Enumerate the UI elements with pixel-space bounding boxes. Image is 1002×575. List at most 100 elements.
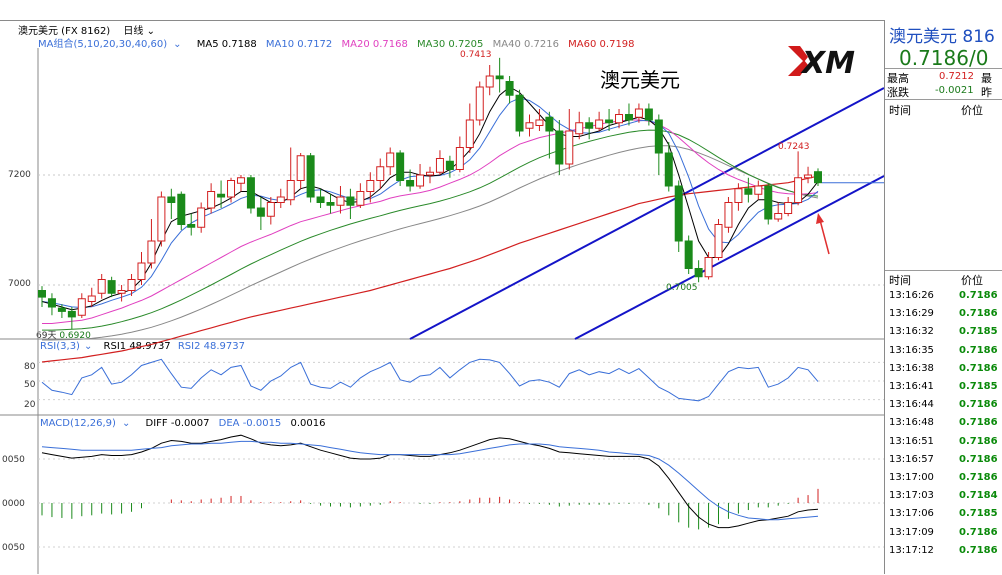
channel-lower-line: [574, 175, 884, 340]
ma30-line: [42, 129, 819, 331]
right-label-2: 昨: [981, 86, 992, 99]
logo-text: XM: [800, 46, 855, 80]
candle-body: [366, 180, 375, 192]
chart-toolbar: 澳元美元 (FX 8162) 日线 ⌄: [18, 22, 155, 37]
rsi2-label: RSI2 48.9737: [177, 341, 245, 352]
candle-body: [416, 174, 425, 187]
ma5-label: MA5 0.7188: [196, 39, 257, 50]
macd-value-label: 0.0016: [290, 418, 326, 429]
candle-body: [525, 122, 534, 129]
candle-body: [326, 202, 335, 206]
candle-body: [615, 114, 624, 124]
ma40-line: [42, 145, 819, 341]
candle-body: [674, 185, 683, 242]
candle-body: [266, 202, 275, 217]
candle-body: [38, 290, 46, 298]
candle-body: [624, 114, 633, 121]
period-selector[interactable]: 日线 ⌄: [123, 26, 155, 37]
candle-body: [654, 119, 663, 154]
tick-time: 13:16:32: [889, 326, 934, 338]
ma-group-selector[interactable]: MA组合(5,10,20,30,40,60) ⌄: [38, 39, 188, 50]
candle-body: [187, 224, 196, 228]
time-column-header: 时间: [889, 104, 911, 117]
candle-body: [396, 152, 405, 181]
candle-body: [67, 310, 76, 318]
macd-tick-label: 0050: [2, 543, 25, 553]
tick-price: 0.7186: [959, 308, 998, 320]
tick-time: 13:16:26: [889, 290, 934, 301]
candle-body: [475, 86, 484, 121]
tick-price: 0.7186: [959, 290, 998, 301]
quote-price: 0.7186/0: [899, 46, 989, 70]
left-low-annotation: 69天 0.6920: [36, 328, 91, 341]
rsi-group-selector[interactable]: RSI(3,3) ⌄: [40, 341, 96, 352]
candle-body: [515, 94, 524, 132]
symbol-label: 澳元美元 (FX 8162): [18, 26, 111, 37]
price-column-header: 价位: [961, 274, 983, 287]
candle-body: [724, 202, 733, 228]
candle-body: [605, 119, 614, 124]
candle-body: [167, 196, 176, 203]
tick-price: 0.7185: [959, 326, 998, 338]
divider: [885, 68, 1002, 69]
macd-diff-line: [41, 434, 819, 529]
candle-body: [77, 298, 86, 316]
candle-body: [774, 213, 783, 220]
candle-body: [127, 279, 136, 291]
candle-body: [485, 75, 494, 88]
chevron-down-icon: ⌄: [173, 39, 182, 50]
candle-body: [455, 147, 464, 170]
chart-canvas[interactable]: 0.7413 0.7005 0.7243: [0, 0, 884, 574]
tick-price: 0.7186: [959, 417, 998, 429]
candle-body: [575, 122, 584, 135]
divider: [885, 270, 1002, 271]
low-annotation: 0.7005: [666, 283, 698, 293]
price-tick-label: 7200: [8, 170, 31, 180]
rsi1-label: RSI1 48.9737: [103, 341, 171, 352]
chart-title: 澳元美元: [600, 68, 680, 92]
ma-legend: MA组合(5,10,20,30,40,60) ⌄ MA5 0.7188 MA10 …: [38, 35, 641, 50]
candle-body: [157, 196, 166, 242]
candle-body: [535, 119, 544, 126]
tick-time: 13:16:51: [889, 435, 934, 447]
rsi-line: [41, 358, 819, 402]
tick-time: 13:16:48: [889, 417, 934, 429]
candle-body: [784, 202, 793, 214]
candle-body: [744, 188, 753, 195]
candle-body: [465, 119, 474, 148]
candle-body: [555, 130, 564, 165]
xm-logo-icon: XM: [788, 46, 855, 81]
chart-panel[interactable]: [0, 20, 884, 575]
candle-body: [595, 119, 604, 129]
candle-body: [236, 177, 245, 184]
quote-title: 澳元美元 816: [889, 27, 995, 47]
candle-body: [306, 155, 315, 198]
candle-body: [694, 268, 703, 278]
tick-price: 0.7186: [959, 362, 998, 374]
price-column-header: 价位: [961, 104, 983, 117]
macd-group-selector[interactable]: MACD(12,26,9) ⌄: [40, 418, 136, 429]
divider: [885, 99, 1002, 100]
tick-time: 13:16:57: [889, 453, 934, 465]
chevron-down-icon: ⌄: [143, 26, 155, 37]
candle-body: [734, 188, 743, 203]
candle-body: [435, 158, 444, 173]
candle-body: [286, 180, 295, 201]
candle-body: [346, 196, 355, 206]
candle-body: [256, 207, 265, 217]
rsi-tick-label: 80: [24, 362, 36, 372]
tick-price: 0.7186: [959, 472, 998, 483]
high-label: 最高: [887, 72, 909, 85]
tick-time: 13:16:35: [889, 344, 934, 356]
ma10-label: MA10 0.7172: [265, 39, 333, 50]
candle-body: [445, 160, 454, 170]
rsi-legend: RSI(3,3) ⌄ RSI1 48.9737 RSI2 48.9737: [40, 341, 249, 352]
candle-body: [684, 240, 693, 269]
right-label-1: 最: [981, 72, 992, 85]
candle-body: [754, 185, 763, 195]
time-column-header: 时间: [889, 274, 911, 287]
candle-body: [814, 171, 822, 184]
tick-price: 0.7185: [959, 508, 998, 520]
candle-body: [107, 280, 116, 294]
macd-dea-label: DEA -0.0015: [218, 418, 282, 429]
